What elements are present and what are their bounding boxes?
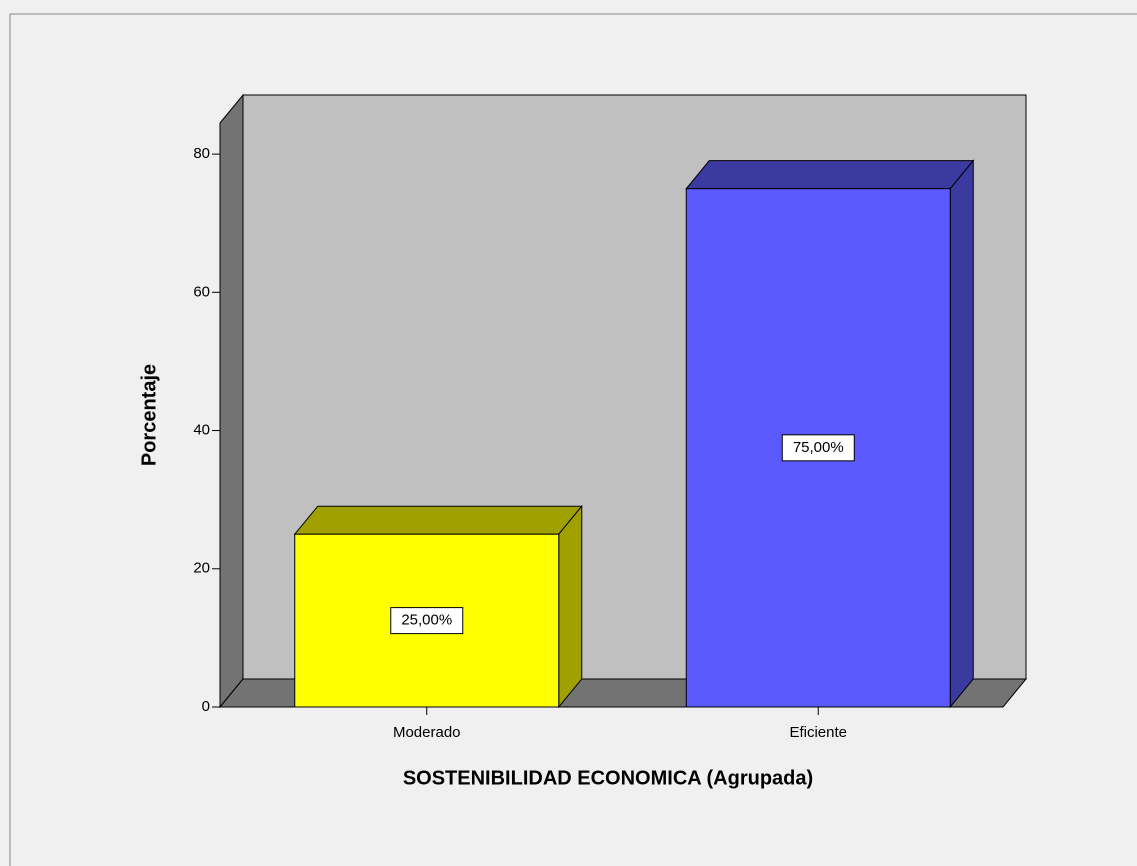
x-axis-label: SOSTENIBILIDAD ECONOMICA (Agrupada) [403, 767, 813, 789]
value-label-box [390, 607, 464, 635]
value-label: 25,00% [401, 612, 452, 629]
bar-top [685, 160, 975, 190]
bar-top [293, 505, 583, 535]
x-tick-label: Eficiente [789, 724, 847, 741]
y-tick-label: 60 [193, 283, 210, 300]
y-tick-label: 0 [202, 698, 210, 715]
x-tick-label: Moderado [393, 724, 461, 741]
value-label: 75,00% [793, 439, 844, 456]
bar-side [558, 504, 583, 709]
y-tick-label: 80 [193, 145, 210, 162]
value-label-box [781, 434, 855, 462]
left-wall [219, 93, 244, 709]
y-axis-label: Porcentaje [138, 364, 160, 466]
y-tick-label: 20 [193, 560, 210, 577]
bar-side [949, 159, 974, 709]
y-tick-label: 40 [193, 422, 210, 439]
